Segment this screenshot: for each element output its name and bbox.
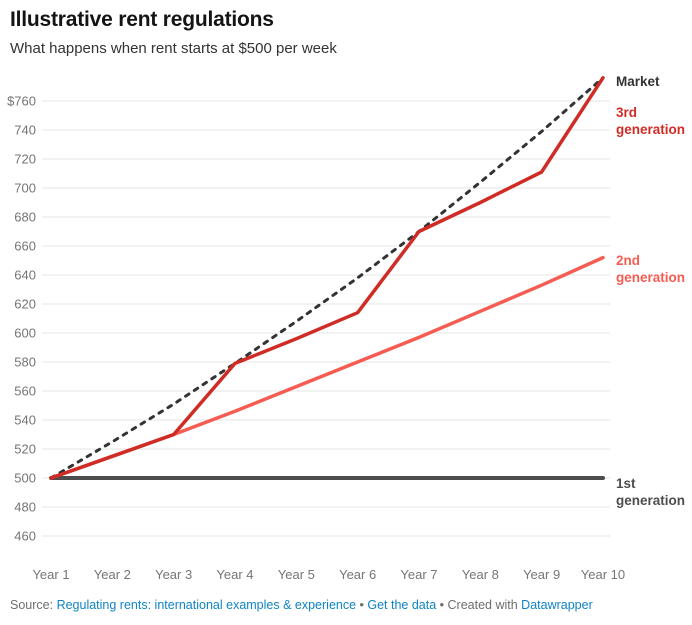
y-tick-label: 700 (14, 181, 36, 196)
y-tick-label: 620 (14, 297, 36, 312)
get-the-data-link[interactable]: Get the data (367, 598, 437, 612)
x-tick-label: Year 2 (94, 567, 131, 582)
legend-1st-generation: 1st generation (616, 476, 686, 508)
y-tick-label: 540 (14, 413, 36, 428)
chart-area: 460 480 500 520 540 560 580 600 620 640 660 680 700 7… (0, 60, 692, 585)
y-tick-label: 600 (14, 326, 36, 341)
x-tick-label: Year 4 (216, 567, 253, 582)
y-tick-label: 500 (14, 471, 36, 486)
line-chart: 460 480 500 520 540 560 580 600 620 640 660 680 700 7… (7, 76, 625, 582)
x-tick-label: Year 7 (400, 567, 437, 582)
y-tick-label: 560 (14, 384, 36, 399)
y-tick-label: 660 (14, 239, 36, 254)
y-tick-label: 720 (14, 152, 36, 167)
y-tick-label: 460 (14, 529, 36, 544)
y-tick-label: 640 (14, 268, 36, 283)
y-tick-label: 480 (14, 500, 36, 515)
source-prefix-label: Source: (10, 598, 57, 612)
separator-dot: • (436, 598, 448, 612)
x-tick-label: Year 1 (32, 567, 69, 582)
chart-subtitle: What happens when rent starts at $500 pe… (10, 40, 337, 57)
x-tick-label: Year 6 (339, 567, 376, 582)
created-with-label: Created with (447, 598, 522, 612)
x-tick-label: Year 8 (462, 567, 499, 582)
y-tick-label: 740 (14, 123, 36, 138)
y-tick-label: 680 (14, 210, 36, 225)
series-line-market (49, 76, 605, 480)
page-title: Illustrative rent regulations (10, 8, 274, 31)
x-tick-label: Year 9 (523, 567, 560, 582)
series-line-3rd-generation (49, 76, 605, 480)
series-line-2nd-generation (49, 255, 605, 480)
source-link[interactable]: Regulating rents: international examples… (56, 598, 357, 612)
separator-dot: • (356, 598, 368, 612)
y-tick-label: $760 (7, 94, 36, 109)
y-tick-label: 520 (14, 442, 36, 457)
datawrapper-link[interactable]: Datawrapper (521, 598, 593, 612)
x-tick-label: Year 3 (155, 567, 192, 582)
y-tick-label: 580 (14, 355, 36, 370)
legend-market: Market (616, 74, 660, 89)
footer-attribution: Source: Regulating rents: international … (10, 598, 686, 612)
legend-3rd-generation: 3rd generation (616, 105, 686, 137)
x-tick-label: Year 10 (581, 567, 625, 582)
legend-2nd-generation: 2nd generation (616, 253, 686, 285)
x-tick-label: Year 5 (278, 567, 315, 582)
